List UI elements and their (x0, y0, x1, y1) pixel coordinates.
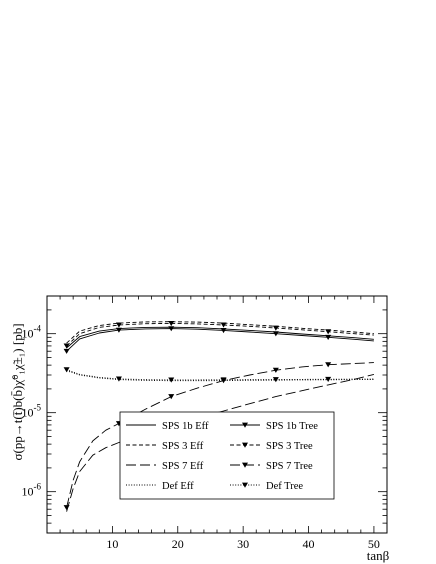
legend-label: Def Tree (266, 481, 303, 492)
series-marker-8 (63, 367, 70, 373)
series-line-8 (66, 369, 374, 381)
series-marker-7 (325, 362, 332, 368)
series-marker-7 (168, 394, 175, 400)
x-tick-label: 30 (237, 537, 249, 551)
series-marker-6 (115, 322, 122, 328)
series-marker-6 (63, 343, 70, 349)
legend-marker (242, 422, 248, 428)
series-line-6 (66, 322, 374, 347)
series-marker-7 (63, 505, 70, 511)
x-tick-label: 50 (368, 537, 380, 551)
x-axis-label: tanβ (367, 548, 390, 563)
y-axis-label: σ(pp→t(t̄)b(b̄)χ̃⁰₁χ̃±₁) [pb] (10, 323, 25, 460)
legend-box (119, 411, 335, 500)
series-marker-6 (272, 325, 279, 331)
series-marker-5 (325, 334, 332, 341)
legend-label: Def Eff (162, 481, 194, 492)
y-tick-label: 10-4 (22, 324, 42, 341)
series-marker-5 (168, 326, 175, 332)
series-line-4 (66, 370, 374, 382)
series-marker-8 (115, 376, 122, 382)
series-marker-5 (115, 327, 122, 333)
legend-label: SPS 7 Eff (162, 461, 204, 472)
series-marker-8 (272, 377, 279, 383)
y-tick-label: 10-5 (22, 403, 42, 420)
series-marker-6 (220, 322, 227, 328)
series-marker-8 (220, 377, 227, 383)
series-marker-8 (168, 377, 175, 383)
series-line-5 (66, 328, 374, 352)
y-tick-label: 10-6 (22, 482, 42, 499)
series-marker-8 (325, 376, 332, 382)
series-marker-5 (220, 328, 227, 334)
series-line-2 (66, 321, 374, 344)
legend-label: SPS 1b Tree (266, 421, 318, 432)
series-marker-6 (168, 320, 175, 327)
series-line-1 (66, 326, 374, 349)
legend-label: SPS 3 Tree (266, 441, 313, 452)
x-tick-label: 10 (106, 537, 118, 551)
legend-label: SPS 7 Tree (266, 461, 313, 472)
series-marker-6 (325, 329, 332, 335)
legend-marker (242, 442, 248, 448)
x-tick-label: 20 (172, 537, 184, 551)
series-line-7 (66, 362, 374, 508)
series-marker-7 (272, 367, 279, 373)
legend-marker (242, 482, 248, 488)
x-tick-label: 40 (303, 537, 315, 551)
legend-marker (242, 462, 248, 468)
legend-label: SPS 1b Eff (162, 421, 209, 432)
legend-label: SPS 3 Eff (162, 441, 204, 452)
series-marker-5 (272, 331, 279, 337)
series-marker-5 (63, 348, 70, 354)
